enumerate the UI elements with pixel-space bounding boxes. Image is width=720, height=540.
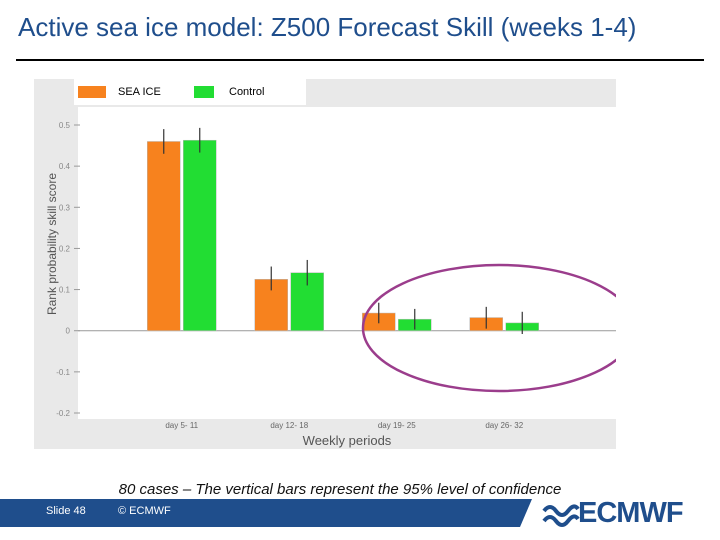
x-tick-label: day 26- 32: [485, 421, 523, 430]
y-tick-label: 0.3: [59, 203, 71, 212]
footer: Slide 48 © ECMWF: [0, 499, 720, 527]
chart-svg: SEA ICE Control Rank probability skill s…: [34, 79, 616, 449]
slide-number: Slide 48: [46, 505, 86, 517]
bar-control: [183, 139, 217, 331]
legend-swatch-sea-ice: [78, 86, 106, 98]
y-tick-label: 0: [66, 327, 71, 336]
ecmwf-logo-icon: [542, 504, 580, 527]
legend-label-sea-ice: SEA ICE: [118, 86, 161, 98]
y-tick-label: 0.5: [59, 121, 71, 130]
x-tick-label: day 12- 18: [270, 421, 308, 430]
bar-sea-ice: [147, 141, 181, 331]
logo-wave-bottom: [542, 514, 580, 527]
legend-label-control: Control: [229, 86, 264, 98]
y-tick-label: 0.4: [59, 162, 71, 171]
footer-band: [0, 499, 532, 527]
y-tick-label: 0.2: [59, 244, 71, 253]
footer-band-shape: [0, 499, 532, 527]
y-tick-label: -0.1: [56, 368, 70, 377]
legend: [74, 79, 306, 105]
ecmwf-logo: ECMWF: [578, 497, 684, 529]
x-tick-label: day 5- 11: [165, 421, 198, 430]
copyright: © ECMWF: [118, 505, 171, 517]
x-axis-label: Weekly periods: [303, 433, 392, 448]
highlight-ellipse: [361, 263, 616, 393]
y-axis-label: Rank probability skill score: [45, 173, 59, 315]
title-divider: [16, 59, 704, 61]
x-tick-label: day 19- 25: [378, 421, 416, 430]
legend-swatch-control: [194, 86, 214, 98]
y-tick-label: -0.2: [56, 409, 70, 418]
slide-title: Active sea ice model: Z500 Forecast Skil…: [18, 12, 637, 42]
caption: 80 cases – The vertical bars represent t…: [118, 481, 562, 498]
chart: SEA ICE Control Rank probability skill s…: [34, 79, 616, 449]
y-tick-label: 0.1: [59, 286, 71, 295]
logo-wave-top: [542, 504, 580, 517]
